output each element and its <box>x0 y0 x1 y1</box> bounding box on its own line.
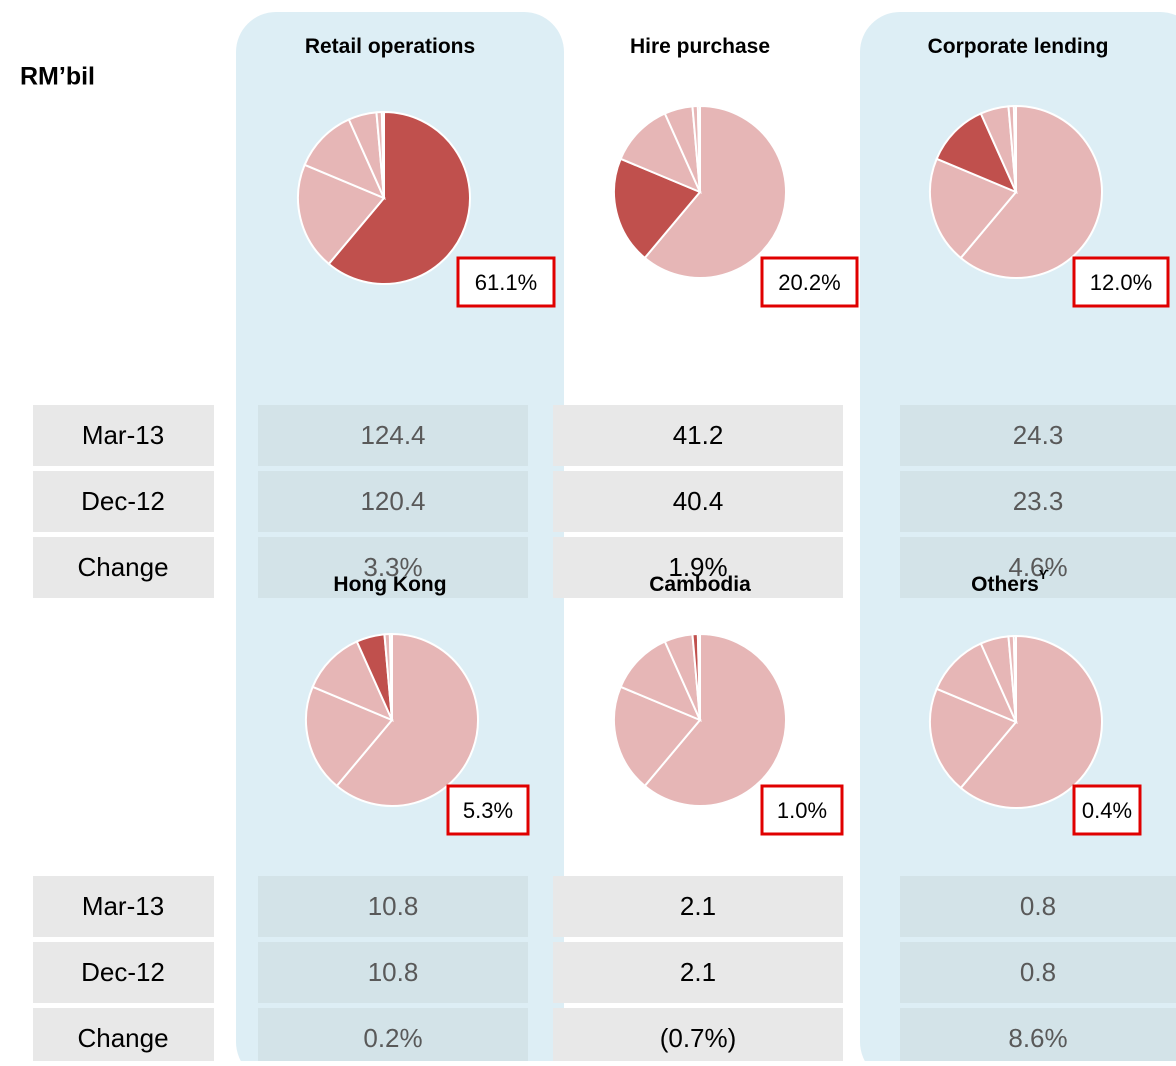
pie-slice <box>643 104 787 279</box>
share-box <box>456 256 556 308</box>
pie-slice <box>1012 634 1017 723</box>
row-label-cell <box>33 471 214 532</box>
row-label-cell <box>33 942 214 1003</box>
row-label: Change <box>77 552 168 582</box>
table-value: 10.8 <box>368 891 419 921</box>
table-cell <box>900 405 1176 466</box>
share-label: 20.2% <box>778 270 840 295</box>
row-label: Dec-12 <box>81 486 165 516</box>
table-cell <box>258 942 528 1003</box>
table-value: 120.4 <box>360 486 425 516</box>
share-label: 5.3% <box>463 798 513 823</box>
panel-title-text: Cambodia <box>649 573 751 596</box>
panel-title: Hire purchase <box>630 35 770 58</box>
pie-slice <box>619 112 702 194</box>
share-label: 12.0% <box>1090 270 1152 295</box>
row-label: Change <box>77 1023 168 1053</box>
share-label: 1.0% <box>777 798 827 823</box>
pie-slice <box>380 110 385 199</box>
table-cell <box>258 471 528 532</box>
pie-slice <box>619 640 702 722</box>
table-value: 1.9% <box>668 552 727 582</box>
panel-title-text: Others <box>971 573 1039 596</box>
table-value: 0.8 <box>1020 957 1056 987</box>
table-value: 3.3% <box>363 552 422 582</box>
pie-slice <box>696 104 701 193</box>
table-cell <box>900 471 1176 532</box>
panel-title-text: Retail operations <box>305 35 475 58</box>
panel-title-text: Hire purchase <box>630 35 770 58</box>
title-superscript: ϒ <box>1039 567 1049 582</box>
table-value: 10.8 <box>368 957 419 987</box>
table-value: 24.3 <box>1013 420 1064 450</box>
table-value: 0.8 <box>1020 891 1056 921</box>
row-label: Dec-12 <box>81 957 165 987</box>
panel-title-text: Corporate lending <box>928 35 1109 58</box>
panel-title: Cambodia <box>649 573 751 596</box>
pie-slice <box>1012 104 1017 193</box>
share-box <box>760 256 859 308</box>
row-label: Mar-13 <box>82 891 164 921</box>
share-box <box>446 784 530 836</box>
table-cell <box>900 537 1176 598</box>
table-cell <box>553 876 843 937</box>
panel-title: Corporate lending <box>928 35 1109 58</box>
table-cell <box>900 876 1176 937</box>
share-label: 0.4% <box>1082 798 1132 823</box>
pie-slice <box>643 632 787 807</box>
table-cell <box>258 876 528 937</box>
table-value: 2.1 <box>680 957 716 987</box>
panel-title-text: Hong Kong <box>333 573 446 596</box>
share-box <box>1072 784 1142 836</box>
table-value: 0.2% <box>363 1023 422 1053</box>
table-value: 2.1 <box>680 891 716 921</box>
table-value: 40.4 <box>673 486 724 516</box>
table-cell <box>900 1008 1176 1066</box>
row-label-cell <box>33 537 214 598</box>
pie-slice <box>959 634 1103 809</box>
pie-slice <box>696 632 701 721</box>
share-box <box>760 784 844 836</box>
table-cell <box>900 942 1176 1003</box>
panel-title: Retail operations <box>305 35 475 58</box>
row-label-cell <box>33 876 214 937</box>
table-cell <box>553 471 843 532</box>
table-value: 23.3 <box>1013 486 1064 516</box>
table-value: 4.6% <box>1008 552 1067 582</box>
pie-slice <box>935 112 1018 194</box>
pie-slice <box>303 118 386 200</box>
table-cell <box>553 942 843 1003</box>
table-cell <box>553 405 843 466</box>
table-value: 8.6% <box>1008 1023 1067 1053</box>
table-cell <box>258 405 528 466</box>
table-value: (0.7%) <box>660 1023 737 1053</box>
table-value: 41.2 <box>673 420 724 450</box>
table-value: 124.4 <box>360 420 425 450</box>
row-label-cell <box>33 1008 214 1066</box>
table-cell <box>258 537 528 598</box>
share-box <box>1072 256 1170 308</box>
share-label: 61.1% <box>475 270 537 295</box>
panel-title: Hong Kong <box>333 573 446 596</box>
pie-slice <box>935 642 1018 724</box>
row-label: Mar-13 <box>82 420 164 450</box>
table-cell <box>258 1008 528 1066</box>
pie-slice <box>335 632 479 807</box>
pie-slice <box>959 104 1103 279</box>
pie-slice <box>388 632 393 721</box>
table-cell <box>553 537 843 598</box>
unit-header: RM’bil <box>20 63 95 91</box>
pie-slice <box>327 110 471 285</box>
panel-title: Othersϒ <box>971 567 1049 595</box>
pie-slice <box>311 640 394 722</box>
table-cell <box>553 1008 843 1066</box>
row-label-cell <box>33 405 214 466</box>
